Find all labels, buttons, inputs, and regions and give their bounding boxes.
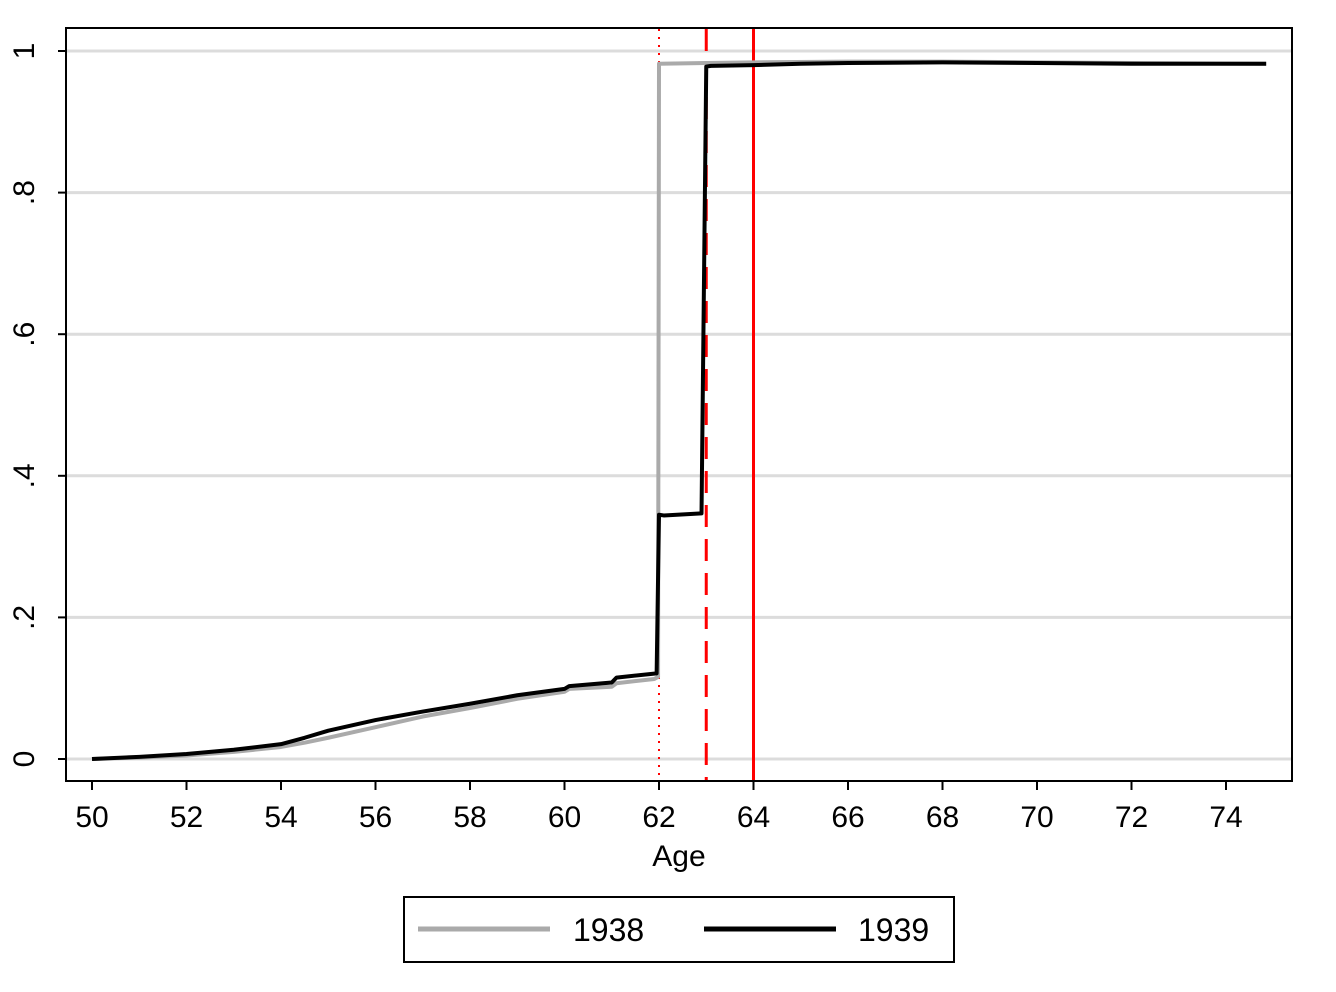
x-tick-label: 68	[926, 801, 959, 834]
x-tick-label: 74	[1209, 801, 1242, 834]
x-tick-label: 50	[75, 801, 108, 834]
x-tick-label: 66	[831, 801, 864, 834]
x-tick-label: 72	[1115, 801, 1148, 834]
x-tick-label: 70	[1020, 801, 1053, 834]
x-axis-label: Age	[652, 840, 705, 873]
x-tick-label: 64	[737, 801, 770, 834]
x-tick-label: 60	[548, 801, 581, 834]
y-tick-label: 1	[8, 43, 41, 60]
y-tick-label: .8	[8, 180, 41, 205]
legend-label-1938: 1938	[573, 912, 644, 948]
x-tick-label: 52	[170, 801, 203, 834]
plot-area	[65, 27, 1293, 782]
legend-label-1939: 1939	[858, 912, 929, 948]
legend: 1938 1939	[403, 896, 955, 963]
x-tick-label: 56	[359, 801, 392, 834]
y-tick-label: 0	[8, 751, 41, 768]
y-tick-label: .6	[8, 322, 41, 347]
y-tick-label: .4	[8, 463, 41, 488]
x-tick-label: 62	[642, 801, 675, 834]
series-line-1939	[91, 60, 1267, 761]
y-tick-label: .2	[8, 605, 41, 630]
x-tick-label: 54	[264, 801, 297, 834]
x-tick-label: 58	[453, 801, 486, 834]
